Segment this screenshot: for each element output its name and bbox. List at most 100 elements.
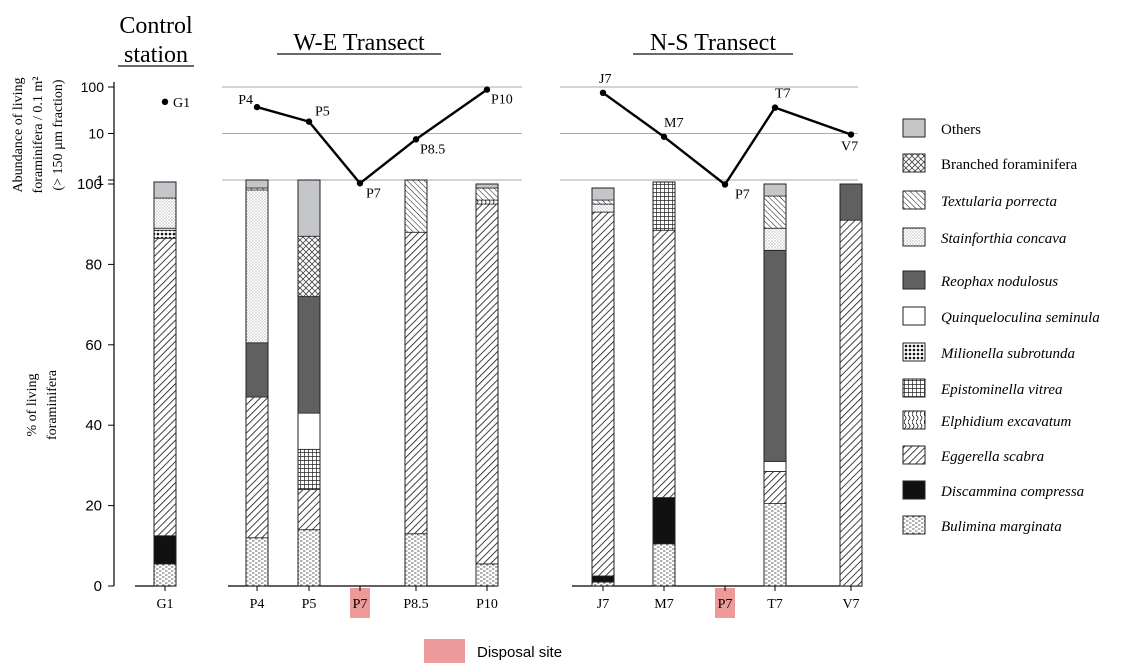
legend-label-0: Others bbox=[941, 122, 981, 138]
bar-segment-T7-6 bbox=[763, 460, 787, 472]
abundance-point-2-M7 bbox=[660, 133, 668, 140]
x-tick-label-1-P7: P7 bbox=[353, 597, 368, 612]
bar-segment-M7-2 bbox=[652, 229, 676, 498]
bar-segment-G1-8 bbox=[153, 197, 177, 229]
abundance-line-group-2 bbox=[602, 91, 852, 187]
abundance-point-label-1-P4: P4 bbox=[238, 93, 253, 108]
bar-segment-P5-7 bbox=[297, 296, 321, 414]
abundance-ylabel-line-2: (> 150 µm fraction) bbox=[51, 79, 66, 191]
bar-segment-P10-0 bbox=[475, 563, 499, 587]
bar-segment-T7-7 bbox=[763, 249, 787, 462]
abundance-ytick-label-10: 10 bbox=[88, 126, 104, 142]
bar-segment-T7-0 bbox=[763, 503, 787, 587]
abundance-point-1-P7 bbox=[356, 180, 364, 187]
bar-segment-G1-2 bbox=[153, 237, 177, 537]
legend-swatch-9 bbox=[902, 445, 926, 465]
bar-segment-G1-0 bbox=[153, 563, 177, 587]
bar-segment-J7-9 bbox=[591, 199, 615, 205]
x-tick-label-2-T7: T7 bbox=[767, 597, 783, 612]
percent-ytick-label-80: 80 bbox=[85, 256, 102, 273]
abundance-point-label-2-P7: P7 bbox=[735, 188, 750, 203]
bar-segment-J7-0 bbox=[591, 581, 615, 587]
percent-ylabel-line-0: % of living bbox=[25, 374, 40, 437]
abundance-point-2-V7 bbox=[847, 131, 855, 138]
abundance-line-group-1 bbox=[256, 88, 488, 185]
x-tick-label-2-P7: P7 bbox=[718, 597, 733, 612]
disposal-legend-swatch bbox=[424, 639, 465, 663]
bar-segment-P8.5-9 bbox=[404, 179, 428, 233]
x-tick-label-1-P8.5: P8.5 bbox=[403, 597, 428, 612]
bar-segment-T7-11 bbox=[763, 183, 787, 197]
abundance-point-2-J7 bbox=[599, 89, 607, 97]
legend-swatch-11 bbox=[902, 515, 926, 535]
abundance-point-label-2-V7: V7 bbox=[841, 140, 858, 155]
abundance-point-label-2-T7: T7 bbox=[775, 87, 791, 102]
bar-segment-J7-11 bbox=[591, 187, 615, 201]
legend-label-8: Elphidium excavatum bbox=[940, 414, 1072, 430]
legend-label-7: Epistominella vitrea bbox=[940, 382, 1063, 398]
disposal-legend-label: Disposal site bbox=[477, 644, 562, 661]
x-tick-label-2-M7: M7 bbox=[654, 597, 673, 612]
bar-segment-P4-2 bbox=[245, 396, 269, 539]
legend-label-10: Discammina compressa bbox=[940, 484, 1084, 500]
abundance-ytick-label-1: 1 bbox=[96, 172, 104, 188]
abundance-point-1-P8.5 bbox=[412, 136, 420, 143]
legend-label-9: Eggerella scabra bbox=[940, 449, 1044, 465]
abundance-panel: Abundance of living foraminifera / 0.1 m²… bbox=[11, 72, 858, 203]
abundance-ylabel-line-1: foraminifera / 0.1 m² bbox=[31, 77, 46, 194]
legend-swatch-2 bbox=[902, 190, 926, 210]
bar-segment-J7-2 bbox=[591, 211, 615, 577]
bar-segment-P4-11 bbox=[245, 179, 269, 189]
bar-segment-M7-0 bbox=[652, 543, 676, 587]
bar-segment-J7-8 bbox=[591, 203, 615, 213]
bar-segment-P4-7 bbox=[245, 342, 269, 398]
group-title-0-line-1: station bbox=[124, 42, 188, 68]
bar-segment-P10-11 bbox=[475, 183, 499, 189]
bar-segment-G1-1 bbox=[153, 535, 177, 565]
bar-segment-G1-11 bbox=[153, 181, 177, 199]
bar-segment-P4-8 bbox=[245, 189, 269, 344]
abundance-point-2-T7 bbox=[771, 104, 779, 111]
x-tick-label-1-P4: P4 bbox=[250, 597, 265, 612]
group-title-2-line-0: N-S Transect bbox=[650, 30, 776, 56]
percent-ytick-label-40: 40 bbox=[85, 417, 102, 434]
disposal-marker-1-P7 bbox=[350, 588, 370, 618]
legend-swatch-4 bbox=[902, 270, 926, 290]
legend-label-4: Reophax nodulosus bbox=[940, 274, 1058, 290]
legend-label-1: Branched foraminifera bbox=[941, 157, 1078, 173]
group-title-0-line-0: Control bbox=[119, 13, 193, 39]
bar-segment-M7-4 bbox=[652, 181, 676, 231]
bar-segment-T7-9 bbox=[763, 195, 787, 229]
legend: Others Branched foraminifera Textularia po… bbox=[424, 118, 1100, 663]
abundance-ytick-label-100: 100 bbox=[81, 79, 105, 95]
bar-segment-P5-10 bbox=[297, 235, 321, 297]
bar-segment-P10-9 bbox=[475, 187, 499, 201]
abundance-point-label-2-M7: M7 bbox=[664, 116, 683, 131]
legend-label-11: Bulimina marginata bbox=[941, 519, 1062, 535]
bar-segment-J7-1 bbox=[591, 575, 615, 583]
x-tick-label-1-P10: P10 bbox=[476, 597, 498, 612]
abundance-point-2-P7 bbox=[721, 181, 729, 188]
bar-segment-V7-2 bbox=[839, 219, 863, 587]
bar-segment-P10-2 bbox=[475, 203, 499, 565]
abundance-ylabel-line-0: Abundance of living bbox=[11, 77, 26, 192]
abundance-point-label-1-P5: P5 bbox=[315, 105, 330, 120]
abundance-point-1-P10 bbox=[483, 86, 491, 93]
percent-ytick-label-0: 0 bbox=[94, 578, 102, 595]
bar-segment-P5-6 bbox=[297, 412, 321, 450]
percent-ytick-label-60: 60 bbox=[85, 337, 102, 354]
legend-label-6: Milionella subrotunda bbox=[940, 346, 1075, 362]
disposal-marker-2-P7 bbox=[715, 588, 735, 618]
bar-segment-P5-2 bbox=[297, 489, 321, 531]
abundance-point-0-G1 bbox=[161, 98, 169, 106]
legend-swatch-6 bbox=[902, 342, 926, 362]
abundance-point-label-0-G1: G1 bbox=[173, 96, 190, 111]
bar-segment-P8.5-2 bbox=[404, 231, 428, 535]
bar-segment-T7-2 bbox=[763, 471, 787, 504]
abundance-point-label-1-P7: P7 bbox=[366, 186, 381, 201]
x-tick-label-1-P5: P5 bbox=[302, 597, 317, 612]
legend-swatch-10 bbox=[902, 480, 926, 500]
legend-swatch-3 bbox=[902, 227, 926, 247]
x-tick-label-0-G1: G1 bbox=[156, 597, 173, 612]
